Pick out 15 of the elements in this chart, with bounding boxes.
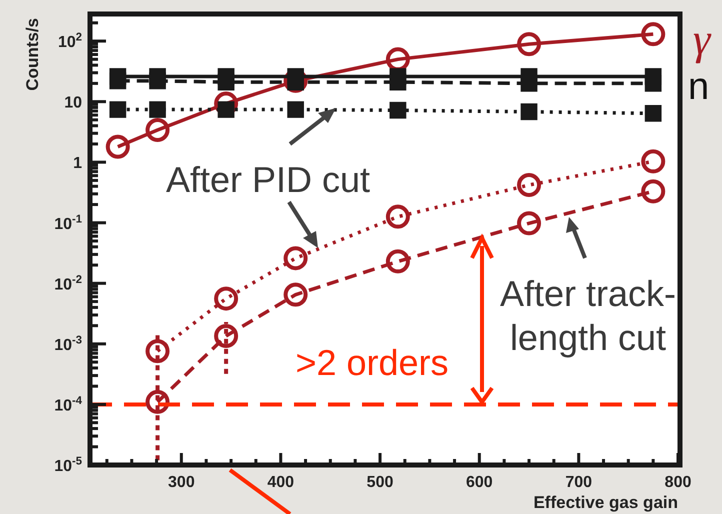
x-tick-label: 700 <box>565 474 592 491</box>
x-tick-label: 500 <box>366 474 394 491</box>
text: γ <box>693 14 710 65</box>
text: n <box>688 66 710 109</box>
x-tick-label: 800 <box>664 474 692 491</box>
y-tick-label: 1 <box>73 155 82 172</box>
x-axis-title: Effective gas gain <box>533 493 678 512</box>
annotation: After PID cut <box>166 158 370 200</box>
annotation: After track-length cut <box>500 272 676 358</box>
x-tick-label: 400 <box>267 474 294 491</box>
annotation: >2 orders <box>295 342 449 383</box>
x-tick-label: 300 <box>168 474 195 491</box>
y-axis-title: Counts/s <box>23 18 42 91</box>
x-tick-label: 600 <box>466 474 493 491</box>
y-tick-label: 10 <box>64 94 82 112</box>
